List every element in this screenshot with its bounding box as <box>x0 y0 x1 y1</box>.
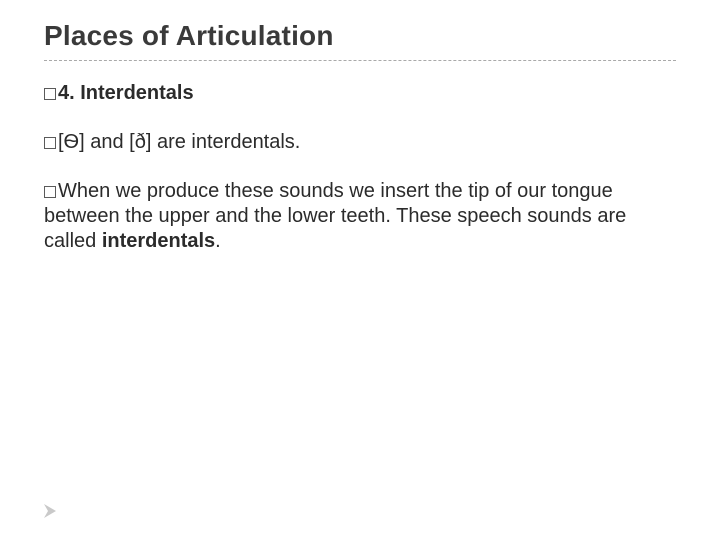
square-bullet-icon <box>44 137 56 149</box>
body-item-3: When we produce these sounds we insert t… <box>44 179 676 254</box>
slide: Places of Articulation 4. Interdentals [… <box>0 0 720 540</box>
item-1-lead: 4. <box>58 82 75 104</box>
item-2-lead: [Ѳ] <box>58 131 85 153</box>
title-underline <box>44 60 676 61</box>
square-bullet-icon <box>44 88 56 100</box>
arrow-icon <box>44 504 62 518</box>
body-item-2: [Ѳ] and [ð] are interdentals. <box>44 130 676 155</box>
square-bullet-icon <box>44 186 56 198</box>
slide-title: Places of Articulation <box>44 20 676 52</box>
item-3-lead: When <box>58 180 110 202</box>
body-item-1: 4. Interdentals <box>44 81 676 106</box>
slide-body: 4. Interdentals [Ѳ] and [ð] are interden… <box>44 81 676 254</box>
title-block: Places of Articulation <box>44 20 676 67</box>
item-2-rest: and [ð] are interdentals. <box>85 131 301 153</box>
item-1-rest: Interdentals <box>75 82 194 104</box>
item-3-bold: interdentals <box>102 230 215 252</box>
item-3-rest-2: . <box>215 230 221 252</box>
